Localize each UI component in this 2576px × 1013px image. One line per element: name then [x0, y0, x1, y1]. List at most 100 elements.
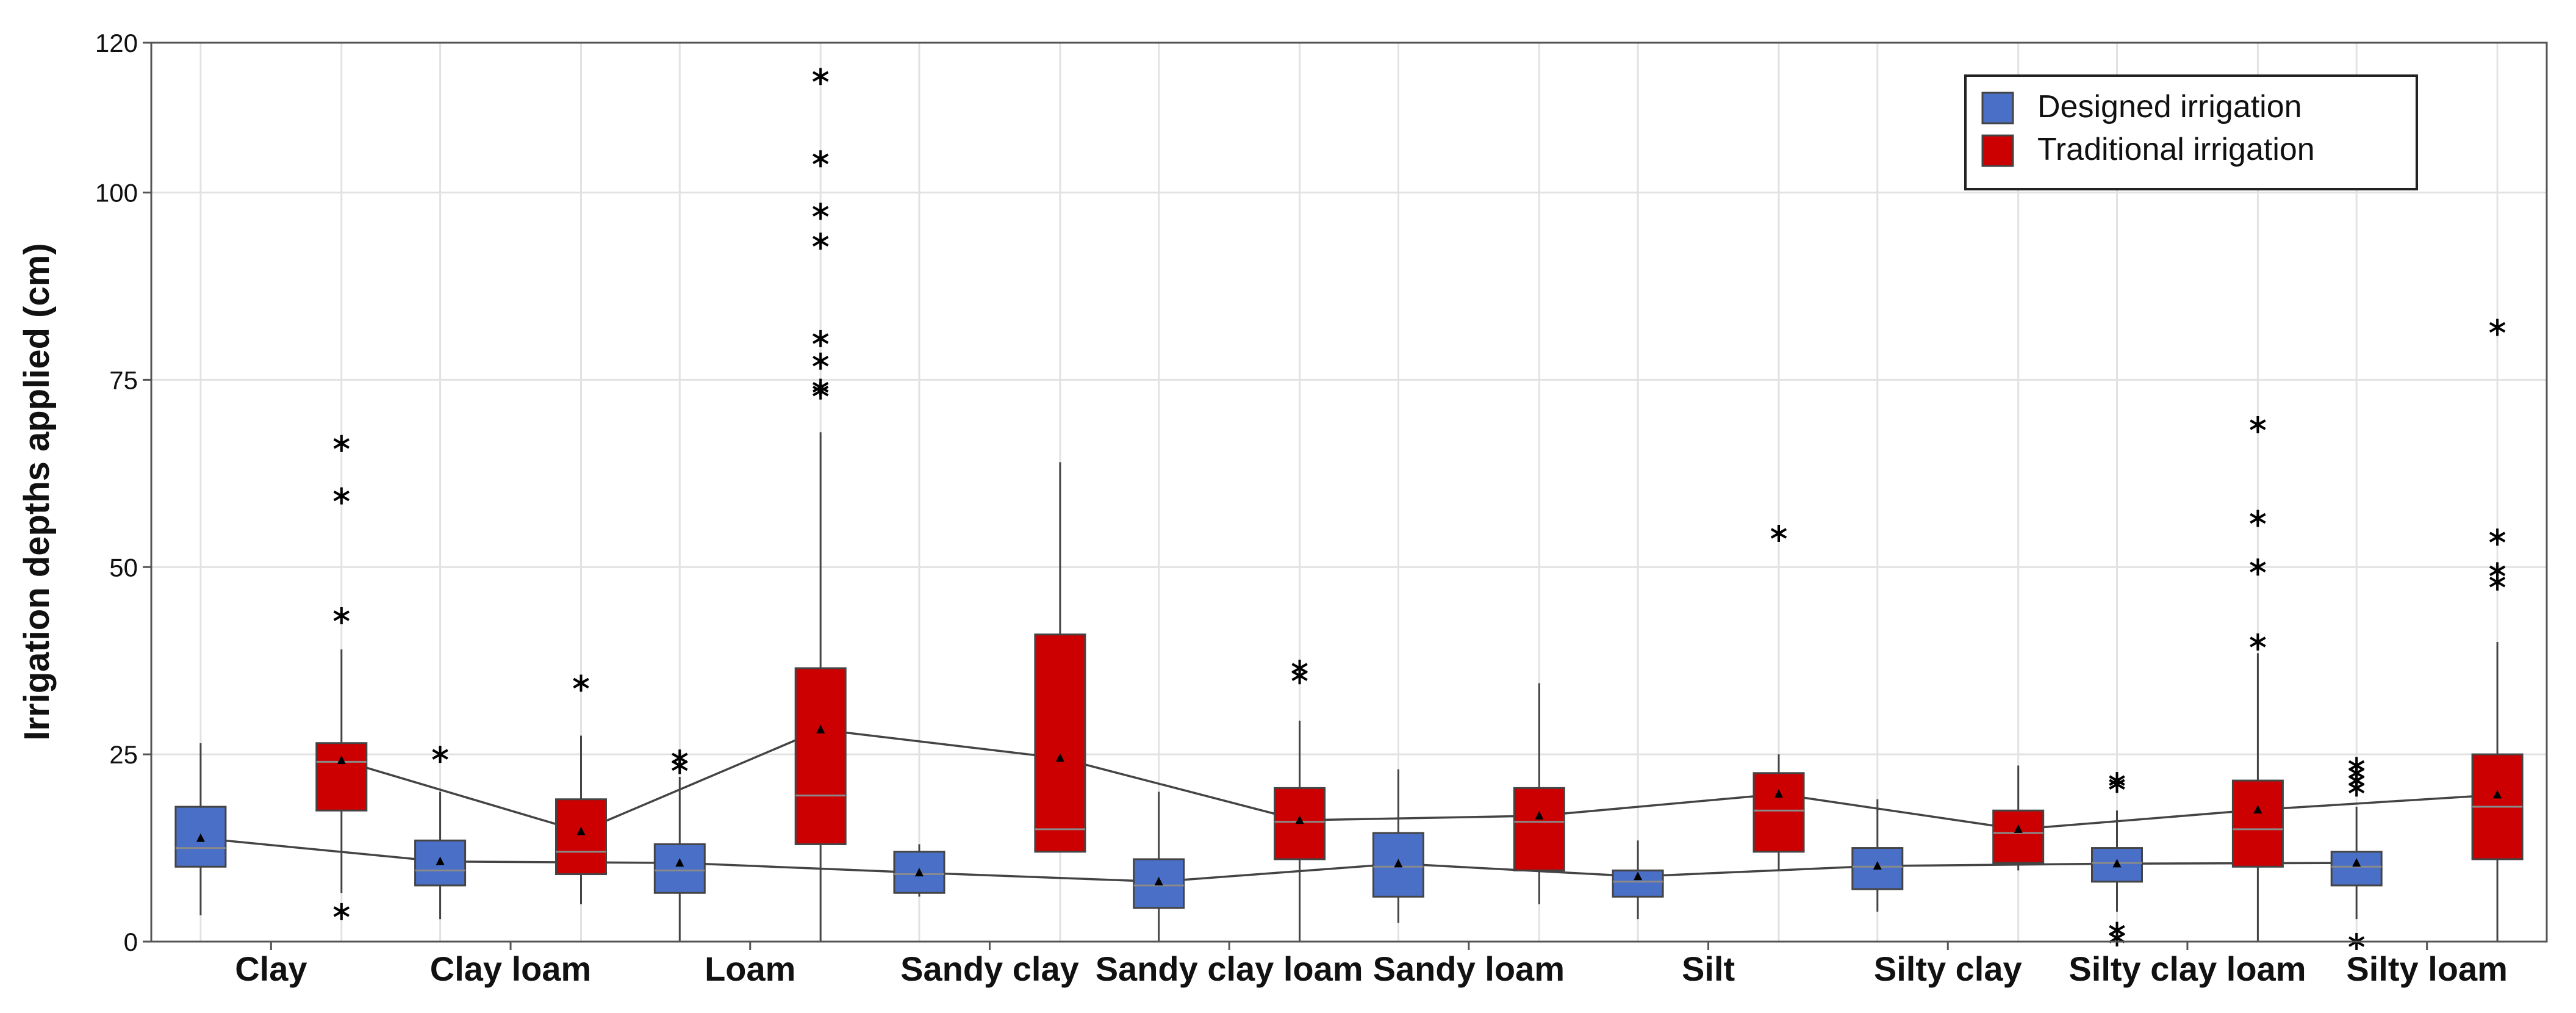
mean-marker: [1634, 871, 1643, 881]
outlier-marker: [2250, 510, 2266, 527]
x-category-label: Sandy clay loam: [1096, 950, 1363, 988]
x-category-label: Clay loam: [430, 950, 592, 988]
outlier-marker: [2489, 562, 2506, 580]
mean-marker: [2352, 858, 2361, 867]
box-designed: [2090, 772, 2143, 946]
x-category-label: Sandy loam: [1373, 950, 1565, 988]
outlier-marker: [672, 749, 688, 767]
box-designed: [2330, 757, 2383, 950]
box-body: [653, 843, 706, 894]
mean-marker: [1154, 876, 1163, 885]
outlier-marker: [2489, 528, 2506, 546]
mean-marker: [2112, 859, 2122, 868]
box-designed: [1612, 840, 1664, 920]
box-layer: [174, 68, 2524, 950]
outlier-marker: [333, 487, 350, 505]
box-body: [2231, 779, 2284, 868]
y-tick-label: 75: [109, 366, 138, 394]
box-body: [315, 742, 368, 812]
box-designed: [1133, 791, 1185, 942]
mean-marker: [914, 868, 924, 877]
outlier-marker: [2109, 921, 2125, 939]
x-category-label: Silt: [1682, 950, 1735, 988]
y-tick-label: 100: [95, 179, 138, 207]
x-category-label: Silty clay: [1874, 950, 2022, 988]
outlier-marker: [1291, 659, 1308, 677]
box-designed: [174, 743, 227, 916]
box-traditional: [794, 68, 847, 942]
outlier-marker: [2348, 757, 2365, 774]
legend-swatch-designed: [1981, 92, 2014, 124]
outlier-marker: [573, 674, 589, 692]
axis-layer: 0 25 50 75 100 120 Clay Clay loam Loam Sandy clay…: [95, 29, 2508, 988]
y-tick-label: 120: [95, 29, 138, 57]
outlier-marker: [813, 203, 829, 220]
x-category-label: Silty loam: [2346, 950, 2508, 988]
box-traditional: [1274, 659, 1326, 942]
mean-marker: [1394, 859, 1403, 868]
mean-marker: [2014, 824, 2023, 833]
outlier-marker: [2250, 633, 2266, 651]
box-traditional: [555, 674, 608, 904]
box-traditional: [1992, 765, 2045, 871]
x-category-label: Silty clay loam: [2068, 950, 2306, 988]
box-traditional: [315, 434, 368, 920]
box-traditional: [2471, 319, 2524, 942]
mean-marker: [1774, 789, 1784, 798]
legend-label-traditional: Traditional irrigation: [2037, 132, 2315, 167]
outlier-marker: [2489, 319, 2506, 336]
box-traditional: [1753, 525, 1805, 871]
outlier-marker: [333, 434, 350, 452]
y-axis-title: Irrigation depths applied (cm): [17, 243, 57, 740]
box-traditional: [1513, 683, 1565, 904]
outlier-marker: [813, 352, 829, 370]
box-designed: [893, 844, 945, 897]
box-traditional: [2231, 416, 2284, 942]
box-designed: [414, 746, 467, 920]
box-designed: [1372, 769, 1424, 923]
plot-frame: [150, 41, 2548, 943]
box-body: [1851, 847, 1904, 890]
box-body: [1513, 787, 1565, 871]
outlier-marker: [333, 903, 350, 920]
box-traditional: [1034, 462, 1086, 853]
box-body: [1034, 633, 1086, 853]
legend-label-designed: Designed irrigation: [2037, 89, 2302, 124]
x-category-label: Loam: [705, 950, 795, 988]
outlier-marker: [813, 330, 829, 347]
outlier-marker: [2109, 772, 2125, 790]
mean-marker: [2253, 804, 2262, 813]
box-body: [1992, 809, 2045, 864]
mean-marker: [196, 833, 205, 842]
mean-line-traditional: [341, 728, 2498, 833]
mean-marker: [1055, 753, 1064, 762]
y-tick-label: 50: [109, 553, 138, 582]
outlier-marker: [1770, 525, 1787, 543]
y-tick-label: 0: [124, 928, 138, 956]
mean-marker: [816, 724, 825, 734]
box-body: [2330, 851, 2383, 887]
box-body: [1753, 772, 1805, 853]
legend-frame: [1964, 74, 2418, 190]
box-body: [555, 798, 608, 876]
x-category-label: Clay: [235, 950, 307, 988]
outlier-marker: [2250, 558, 2266, 576]
x-category-label: Sandy clay: [900, 950, 1079, 988]
mean-marker: [1295, 815, 1304, 824]
mean-marker: [1873, 861, 1882, 870]
y-tick-label: 25: [109, 740, 138, 769]
mean-marker: [675, 858, 684, 867]
outlier-marker: [432, 746, 448, 763]
outlier-marker: [2250, 416, 2266, 434]
outlier-marker: [813, 378, 829, 396]
outlier-marker: [813, 68, 829, 85]
mean-marker: [576, 826, 586, 835]
outlier-marker: [813, 233, 829, 250]
legend-swatch-traditional: [1981, 134, 2014, 167]
box-designed: [1851, 799, 1904, 912]
mean-marker: [2493, 790, 2502, 799]
box-designed: [653, 749, 706, 942]
outlier-marker: [813, 150, 829, 168]
